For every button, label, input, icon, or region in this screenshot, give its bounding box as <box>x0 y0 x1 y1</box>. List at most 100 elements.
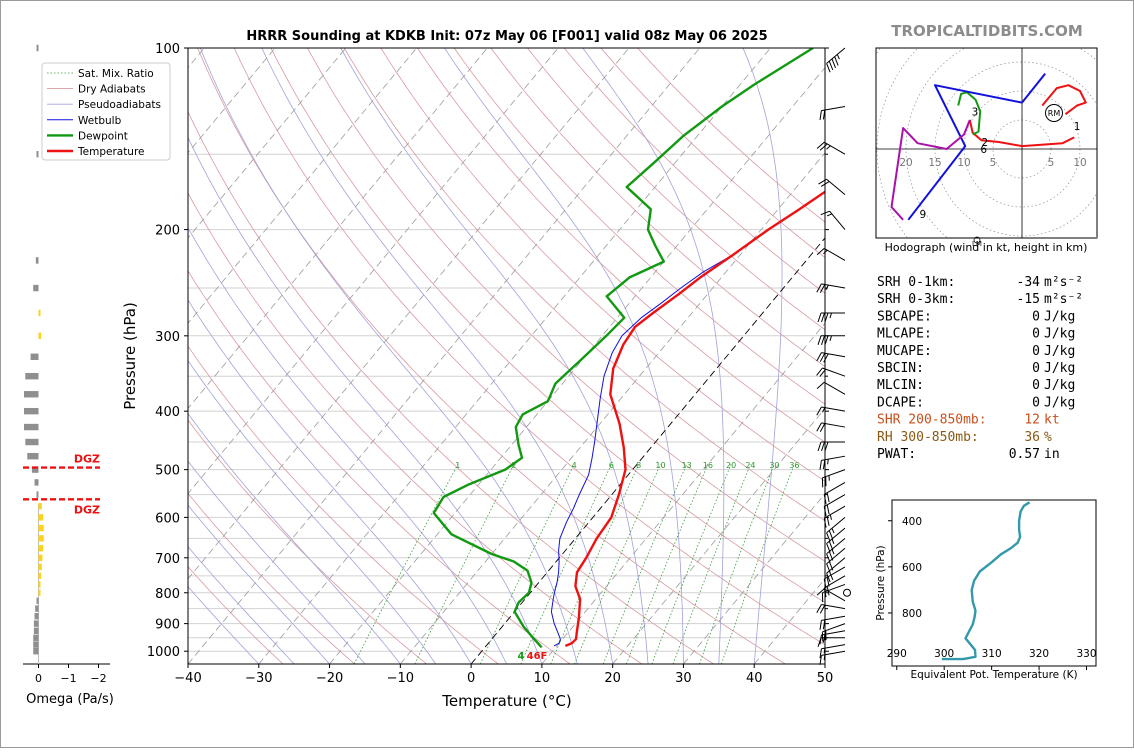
x-tick-label: −20 <box>316 671 343 686</box>
legend-entry: Sat. Mix. Ratio <box>78 68 154 80</box>
index-value: 0 <box>1032 327 1040 342</box>
y-tick-label: 300 <box>155 330 180 345</box>
dgz-label: DGZ <box>74 503 100 516</box>
hodograph-height-label: 1 <box>1074 121 1081 133</box>
omega-bar <box>35 613 39 619</box>
hodograph-ring-label: 10 <box>957 157 970 169</box>
index-row: SRH 0-3km: <box>877 292 955 307</box>
y-tick-label: 800 <box>155 587 180 602</box>
index-unit: kt <box>1044 413 1060 428</box>
surface-temp-label: 46F <box>527 651 548 662</box>
omega-bar <box>31 354 39 360</box>
theta-x-tick-label: 290 <box>887 648 907 660</box>
legend-entry: Temperature <box>77 146 145 158</box>
omega-axis-label: Omega (Pa/s) <box>26 692 114 707</box>
omega-tick-label: 0 <box>35 672 42 685</box>
omega-bar <box>39 581 41 587</box>
mixing-ratio-label: 2 <box>511 461 516 470</box>
omega-bar <box>39 573 42 579</box>
legend: Sat. Mix. Ratio Dry Adiabats Pseudoadiabat… <box>42 63 170 160</box>
mixing-ratio-label: 20 <box>726 461 736 470</box>
hodograph-ring-label: 20 <box>899 157 912 169</box>
omega-bar <box>25 439 38 445</box>
x-tick-label: 30 <box>675 671 692 686</box>
index-unit: m²s⁻² <box>1044 292 1083 307</box>
y-tick-label: 700 <box>155 552 180 567</box>
rm-label: RM <box>1048 109 1061 118</box>
omega-bar <box>33 641 38 647</box>
omega-bar <box>35 605 38 611</box>
hodograph-height-label: 3 <box>972 106 979 118</box>
index-unit: J/kg <box>1044 327 1075 342</box>
omega-bar <box>39 535 44 541</box>
index-unit: J/kg <box>1044 378 1075 393</box>
mixing-ratio-label: 10 <box>655 461 665 470</box>
index-unit: J/kg <box>1044 361 1075 376</box>
omega-tick-label: −1 <box>60 672 76 685</box>
y-tick-label: 1000 <box>147 645 180 660</box>
x-tick-label: −40 <box>174 671 201 686</box>
mixing-ratio-label: 8 <box>636 461 641 470</box>
hodograph-ring-label: 10 <box>1073 157 1086 169</box>
surface-dewpoint-label: 4 <box>518 651 525 662</box>
theta-y-tick-label: 600 <box>902 562 922 574</box>
x-axis-label: Temperature (°C) <box>441 692 571 710</box>
theta-e-frame <box>892 500 1096 666</box>
omega-bar <box>39 310 41 316</box>
x-tick-label: 20 <box>604 671 621 686</box>
mixing-ratio-label: 4 <box>572 461 577 470</box>
index-value: 0 <box>1032 361 1040 376</box>
omega-bar <box>33 648 38 654</box>
legend-entry: Dry Adiabats <box>78 84 146 96</box>
mixing-ratio-label: 13 <box>682 461 692 470</box>
theta-x-axis-label: Equivalent Pot. Temperature (K) <box>910 669 1077 681</box>
theta-x-tick-label: 330 <box>1076 648 1096 660</box>
index-value: 0 <box>1032 309 1040 324</box>
omega-bar <box>37 45 39 51</box>
index-unit: % <box>1044 430 1052 445</box>
omega-bar <box>24 391 39 397</box>
omega-bar <box>34 620 39 626</box>
omega-bar <box>33 285 38 291</box>
mixing-ratio-label: 24 <box>745 461 755 470</box>
theta-x-tick-label: 320 <box>1029 648 1049 660</box>
omega-tick-label: −2 <box>90 672 106 685</box>
x-tick-label: −30 <box>245 671 272 686</box>
index-row: MUCAPE: <box>877 344 932 359</box>
legend-entry: Pseudoadiabats <box>78 99 161 111</box>
index-row: SHR 200-850mb: <box>877 413 987 428</box>
omega-bar <box>25 373 38 379</box>
y-tick-label: 200 <box>155 224 180 239</box>
x-tick-label: −10 <box>387 671 414 686</box>
theta-y-tick-label: 400 <box>902 516 922 528</box>
mixing-ratio-label: 30 <box>769 461 779 470</box>
y-tick-label: 900 <box>155 618 180 633</box>
omega-bar <box>33 635 38 641</box>
omega-bar <box>37 491 39 497</box>
omega-bar <box>39 333 42 339</box>
index-row: SBCAPE: <box>877 309 932 324</box>
hodograph-ring-label: 5 <box>990 157 997 169</box>
index-unit: m²s⁻² <box>1044 275 1083 290</box>
index-value: 0 <box>1032 378 1040 393</box>
y-tick-label: 100 <box>155 42 180 57</box>
x-tick-label: 10 <box>534 671 551 686</box>
omega-bar <box>39 555 43 561</box>
index-unit: J/kg <box>1044 344 1075 359</box>
x-tick-label: 50 <box>817 671 834 686</box>
index-value: -15 <box>1017 292 1040 307</box>
omega-bar <box>37 151 39 157</box>
mixing-ratio-label: 36 <box>789 461 799 470</box>
hodograph-ring-label: 5 <box>1048 157 1055 169</box>
omega-bar <box>39 545 44 551</box>
x-tick-label: 0 <box>467 671 475 686</box>
theta-x-tick-label: 310 <box>982 648 1002 660</box>
index-row: SBCIN: <box>877 361 924 376</box>
mixing-ratio-label: 1 <box>455 461 460 470</box>
omega-bar <box>37 598 39 604</box>
mixing-ratio-label: 16 <box>703 461 713 470</box>
omega-bar <box>24 424 39 430</box>
chart-title: HRRR Sounding at KDKB Init: 07z May 06 [… <box>246 29 767 44</box>
hodograph-title: Hodograph (wind in kt, height in km) <box>885 241 1088 254</box>
